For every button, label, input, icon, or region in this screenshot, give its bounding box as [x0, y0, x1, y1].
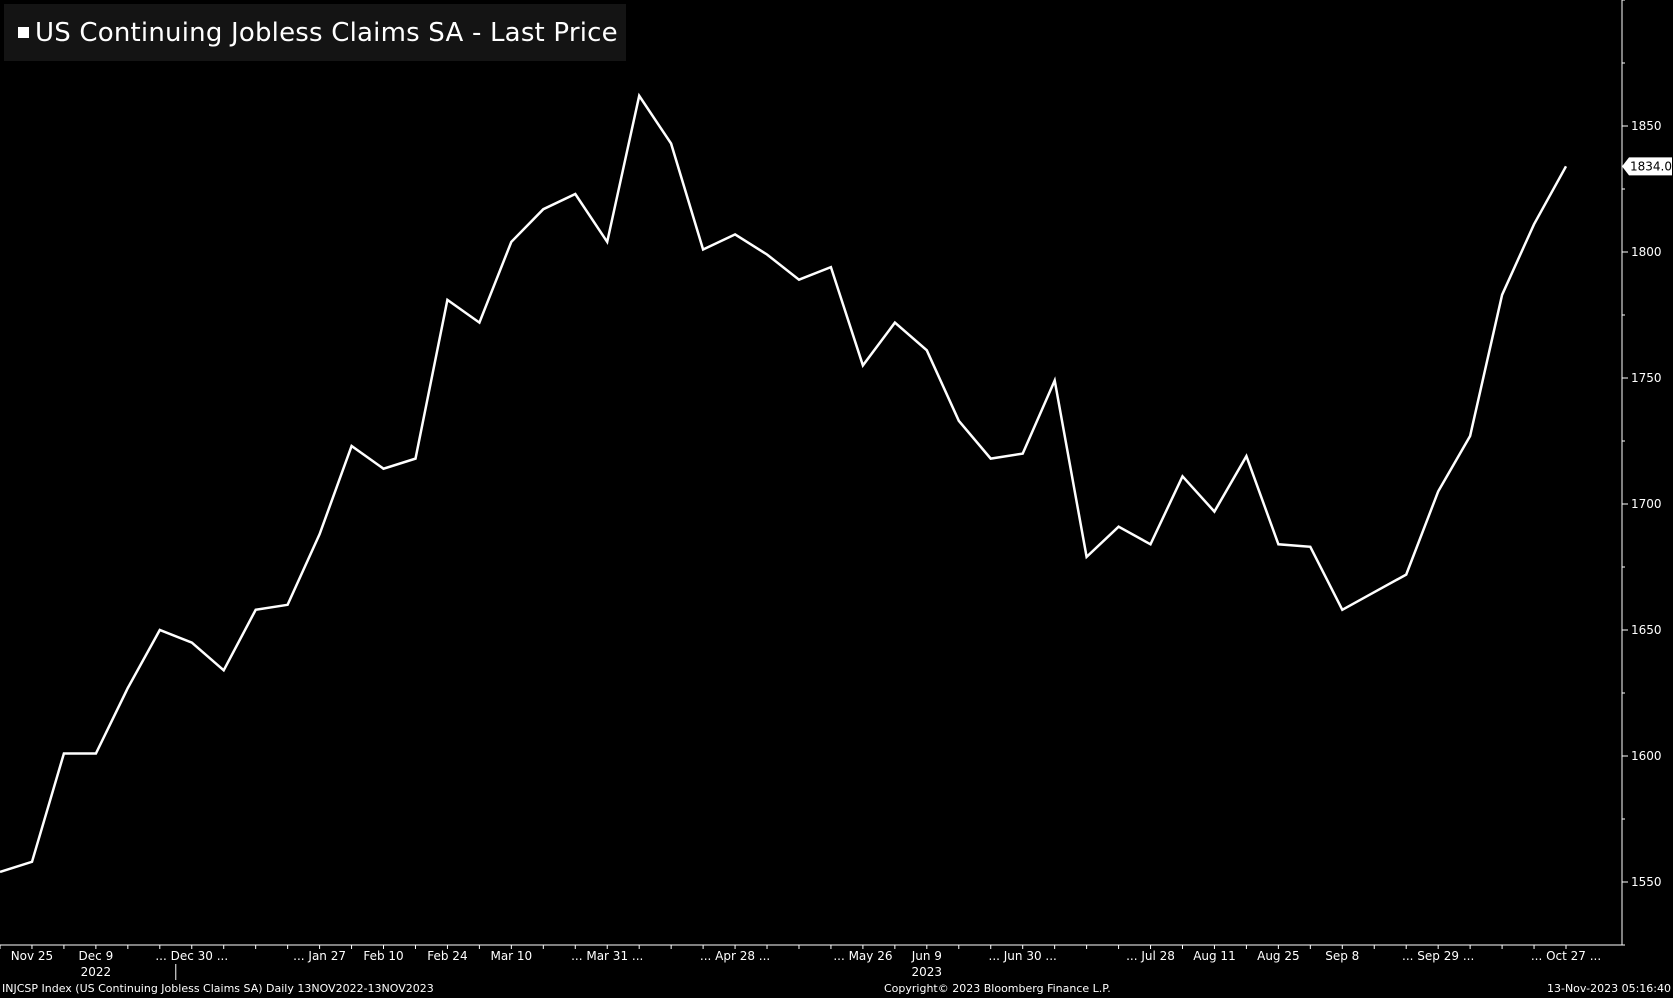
footer-timestamp: 13-Nov-2023 05:16:40	[1546, 982, 1671, 995]
y-axis: 1550 1600 1650 1700 1750 1800 1850	[1622, 0, 1662, 946]
y-tick-label: 1850	[1631, 119, 1662, 133]
x-tick-label: ... Apr 28 ...	[700, 949, 770, 963]
x-tick-label: Nov 25	[11, 949, 54, 963]
x-tick-label: ... Jan 27	[293, 949, 346, 963]
x-tick-label: Feb 24	[427, 949, 467, 963]
x-tick-label: Feb 10	[363, 949, 403, 963]
plot-background	[0, 0, 1622, 945]
x-tick-label: Aug 11	[1193, 949, 1236, 963]
x-year-label: 2022	[81, 965, 112, 979]
x-axis: Nov 25 Dec 9 ... Dec 30 ... ... Jan 27 Feb 1…	[0, 945, 1601, 980]
y-tick-label: 1800	[1631, 245, 1662, 259]
x-tick-label: ... Jun 30 ...	[989, 949, 1057, 963]
last-value-box	[1622, 157, 1672, 176]
y-tick-label: 1600	[1631, 749, 1662, 763]
x-year-label: 2023	[912, 965, 943, 979]
x-tick-label: ... Sep 29 ...	[1402, 949, 1474, 963]
x-tick-label: ... Mar 31 ...	[571, 949, 643, 963]
last-value-label: 1834.0	[1630, 159, 1672, 173]
x-tick-label: ... May 26	[833, 949, 892, 963]
y-tick-label: 1550	[1631, 875, 1662, 889]
y-tick-label: 1750	[1631, 371, 1662, 385]
x-tick-label: ... Dec 30 ...	[155, 949, 228, 963]
y-tick-label: 1700	[1631, 497, 1662, 511]
legend-swatch	[18, 27, 29, 38]
series-group	[0, 92, 1568, 874]
x-tick-label: Mar 10	[490, 949, 532, 963]
footer-copyright: Copyright© 2023 Bloomberg Finance L.P.	[884, 982, 1111, 995]
x-tick-label: ... Oct 27 ...	[1531, 949, 1601, 963]
y-tick-label: 1650	[1631, 623, 1662, 637]
x-tick-label: Aug 25	[1257, 949, 1300, 963]
chart-legend: US Continuing Jobless Claims SA - Last P…	[4, 4, 626, 61]
last-value-marker: 1834.0	[1622, 157, 1672, 176]
footer-ticker-info: INJCSP Index (US Continuing Jobless Clai…	[2, 982, 434, 995]
x-tick-label: ... Jul 28	[1126, 949, 1175, 963]
x-tick-label: Jun 9	[911, 949, 942, 963]
legend-label: US Continuing Jobless Claims SA - Last P…	[35, 17, 618, 48]
series-line	[0, 92, 1568, 874]
x-tick-label: Dec 9	[79, 949, 114, 963]
x-tick-label: Sep 8	[1325, 949, 1359, 963]
